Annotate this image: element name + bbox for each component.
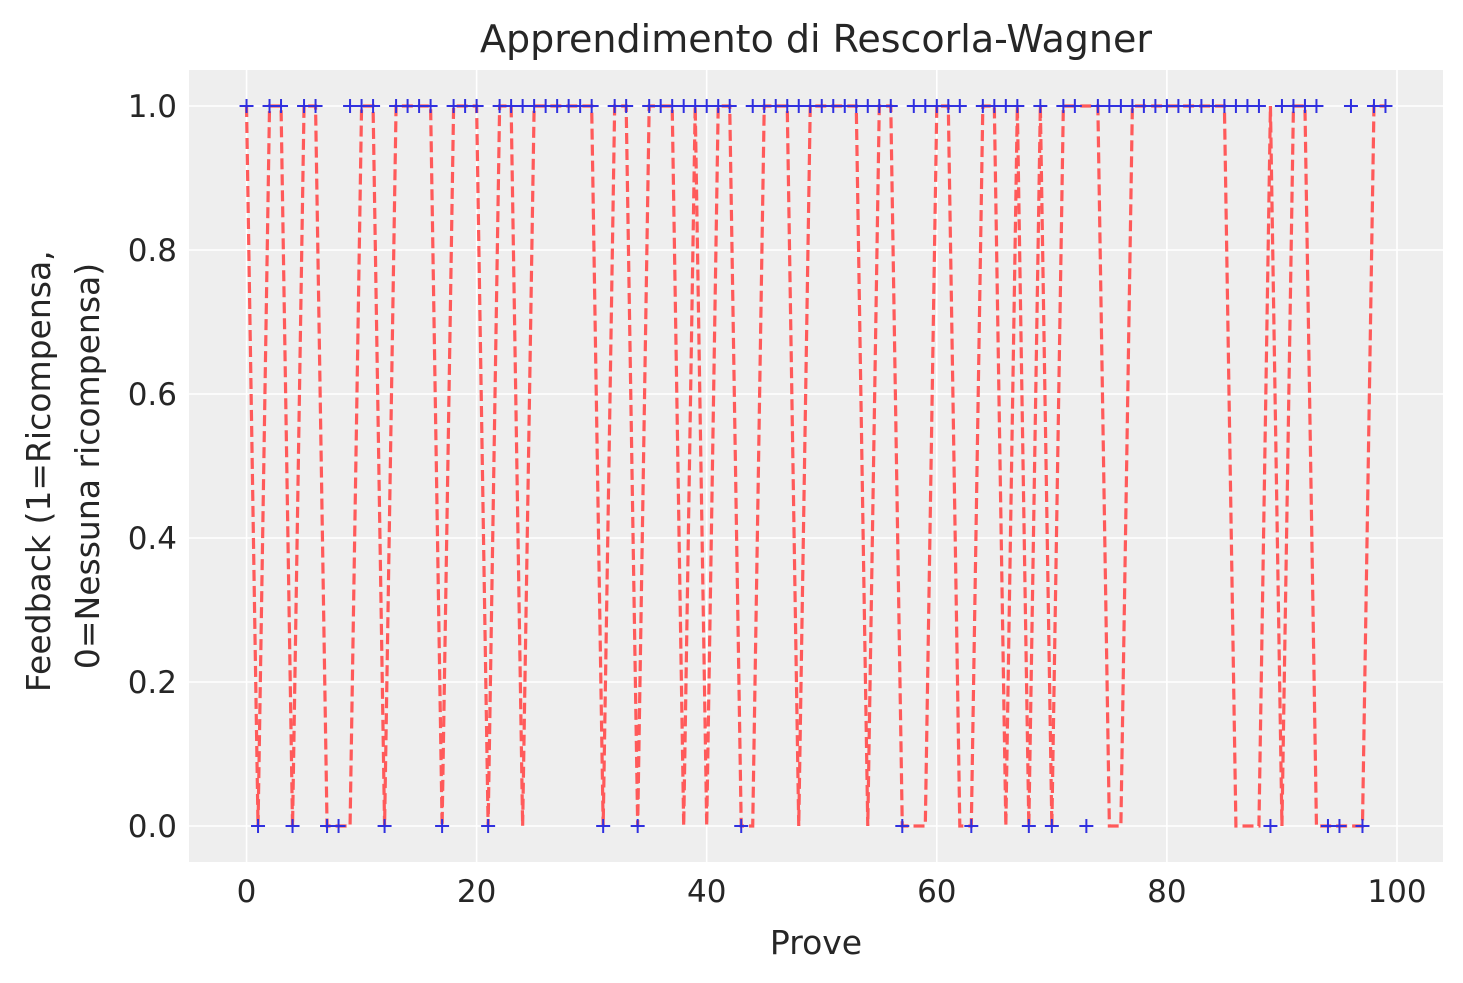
x-axis-label: Prove <box>770 923 862 962</box>
y-tick-label: 0.8 <box>128 233 177 269</box>
marker-point <box>596 819 611 833</box>
x-tick-label: 100 <box>1367 874 1426 910</box>
x-tick-label: 0 <box>237 874 257 910</box>
marker-point <box>423 99 438 113</box>
marker-point <box>1033 99 1048 113</box>
marker-point <box>734 819 749 833</box>
marker-point <box>952 99 967 113</box>
marker-point <box>469 99 484 113</box>
marker-point <box>1010 99 1025 113</box>
x-tick-label: 80 <box>1147 874 1186 910</box>
marker-point <box>1309 99 1324 113</box>
marker-point <box>619 99 634 113</box>
marker-point <box>1067 99 1082 113</box>
marker-point <box>1251 99 1266 113</box>
y-tick-label: 0.4 <box>128 521 177 557</box>
marker-point <box>366 99 381 113</box>
x-tick-label: 20 <box>457 874 496 910</box>
marker-point <box>1263 819 1278 833</box>
marker-point <box>895 819 910 833</box>
marker-point <box>1332 819 1347 833</box>
marker-point <box>331 819 346 833</box>
marker-point <box>630 819 645 833</box>
marker-point <box>1079 819 1094 833</box>
marker-point <box>285 819 300 833</box>
plot-area <box>189 70 1443 862</box>
y-tick-labels: 0.0 0.2 0.4 0.6 0.8 1.0 <box>128 89 177 845</box>
y-axis-label: Feedback (1=Ricompensa, 0=Nessuna ricomp… <box>19 240 107 692</box>
y-tick-label: 0.6 <box>128 377 177 413</box>
y-tick-label: 1.0 <box>128 89 177 125</box>
x-tick-labels: 0 20 40 60 80 100 <box>237 874 1427 910</box>
marker-point <box>1378 99 1393 113</box>
marker-point <box>1021 819 1036 833</box>
marker-point <box>1044 819 1059 833</box>
marker-point <box>883 99 898 113</box>
marker-point <box>964 819 979 833</box>
y-tick-label: 0.0 <box>128 809 177 845</box>
marker-point <box>308 99 323 113</box>
marker-point <box>481 819 496 833</box>
y-tick-label: 0.2 <box>128 665 177 701</box>
y-axis-label-line-2: 0=Nessuna ricompensa) <box>68 263 107 669</box>
marker-point <box>1343 99 1358 113</box>
marker-point <box>435 819 450 833</box>
marker-point <box>251 819 266 833</box>
x-tick-label: 60 <box>917 874 956 910</box>
x-tick-label: 40 <box>687 874 726 910</box>
marker-point <box>239 99 254 113</box>
marker-point <box>274 99 289 113</box>
marker-point <box>1355 819 1370 833</box>
feedback-marker-series <box>239 99 1393 833</box>
chart-title: Apprendimento di Rescorla-Wagner <box>480 17 1152 61</box>
marker-point <box>584 99 599 113</box>
marker-point <box>377 819 392 833</box>
y-axis-label-line-1: Feedback (1=Ricompensa, <box>19 250 58 692</box>
marker-point <box>722 99 737 113</box>
